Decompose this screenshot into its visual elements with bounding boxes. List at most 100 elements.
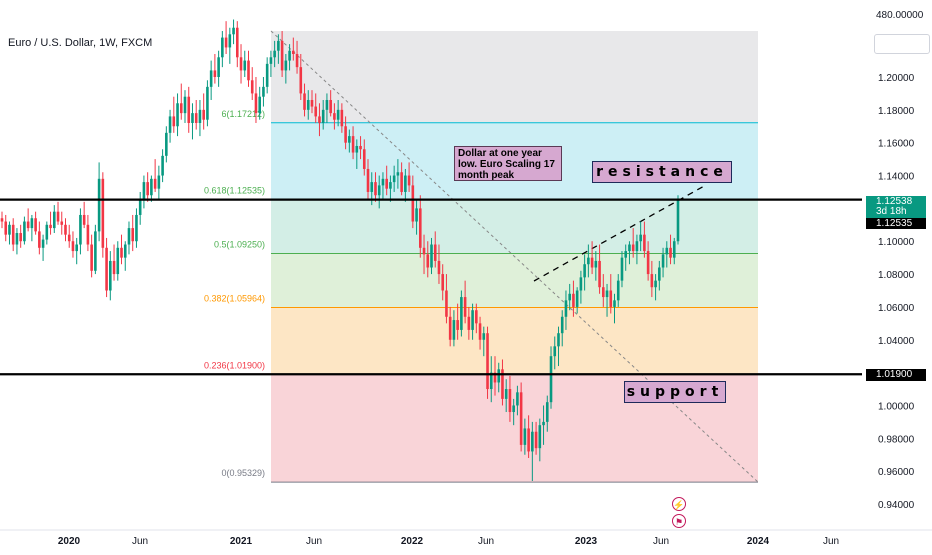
candle-body [370,182,374,192]
candle-body [676,199,680,242]
candle-body [172,116,176,127]
candle-body [598,260,601,288]
y-axis-tick-label: 1.00000 [878,401,915,412]
candle-body [34,218,37,232]
candle-body [183,96,187,114]
candle-body [123,244,127,258]
candle-body [11,224,15,245]
candle-body [374,182,377,196]
candle-body [60,221,64,225]
candle-body [385,178,388,189]
candle-body [26,221,30,229]
candle-body [549,356,553,403]
support-price-badge: 1.01900 [866,369,926,381]
candle-body [161,155,164,176]
resistance-price-badge: 1.12535 [866,218,926,229]
candle-body [86,224,90,245]
annotation-note[interactable]: Dollar at one year low. Euro Scaling 17 … [454,146,562,181]
candle-body [658,267,661,281]
candle-body [407,175,411,186]
candle-body [295,54,299,68]
candle-body [366,168,370,192]
candle-body [8,224,11,235]
candle-body [545,402,549,422]
candle-body [105,247,108,291]
candle-body [560,316,564,334]
candle-body [280,40,284,71]
x-axis-tick-label: 2023 [575,536,598,547]
candle-body [400,172,403,192]
candle-body [176,103,179,127]
resistance-label[interactable]: resistance [592,161,732,183]
candle-body [661,254,665,268]
candle-body [202,109,205,120]
candle-body [38,231,41,248]
fib-level-label: 0.236(1.01900) [204,360,265,370]
candle-body [602,287,605,298]
candle-body [79,214,82,245]
candle-body [628,244,631,252]
candle-body [221,37,224,58]
x-axis-tick-label: 2020 [58,536,81,547]
candle-body [146,182,149,196]
candle-body [318,116,321,123]
source-box[interactable] [874,34,930,54]
candle-body [292,50,295,55]
candle-body [467,316,471,330]
candle-body [456,320,459,330]
candle-body [258,96,262,114]
candle-body [262,86,265,97]
candle-body [217,57,220,77]
candle-body [142,182,146,199]
y-axis-top-label: 480.00000 [876,10,924,21]
candle-body [333,113,336,120]
support-label[interactable]: support [624,381,726,403]
candle-body [392,175,396,183]
candle-body [504,389,508,399]
y-axis-tick-label: 1.18000 [878,106,915,117]
candle-body [523,428,527,445]
candle-body [605,290,609,298]
candle-body [590,257,594,268]
candle-body [359,145,362,150]
fib-zone [271,199,758,254]
fib-level-label: 0.382(1.05964) [204,294,265,304]
candle-body [486,333,489,390]
candle-body [135,214,138,242]
x-axis-tick-label: Jun [478,536,494,547]
candle-body [404,175,407,192]
candle-body [299,67,303,94]
x-axis-tick-label: Jun [653,536,669,547]
y-axis-tick-label: 1.04000 [878,336,915,347]
candle-body [579,277,583,291]
candle-body [325,99,329,110]
y-axis-tick-label: 1.10000 [878,237,915,248]
fib-level-label: 0.5(1.09250) [214,240,265,250]
candle-body [460,297,463,330]
candle-body [30,218,34,229]
candle-body [45,224,49,240]
candle-body [381,178,385,186]
candle-body [564,300,568,317]
candle-body [306,99,310,110]
candle-body [71,241,75,252]
candle-body [572,293,575,307]
candle-body [187,96,191,123]
y-axis-tick-label: 0.98000 [878,434,915,445]
candle-body [265,63,269,87]
candle-body [336,109,340,120]
candle-body [482,333,486,340]
candle-body [49,224,52,229]
fib-zone [271,31,758,123]
candle-body [639,234,642,242]
candle-body [288,50,291,61]
flash-icon[interactable]: ⚡ [672,497,686,511]
flag-icon[interactable]: ⚑ [672,514,686,528]
candle-body [437,260,441,275]
candle-body [41,239,45,248]
candle-body [448,316,452,340]
candle-body [475,310,478,324]
candle-body [82,214,86,225]
